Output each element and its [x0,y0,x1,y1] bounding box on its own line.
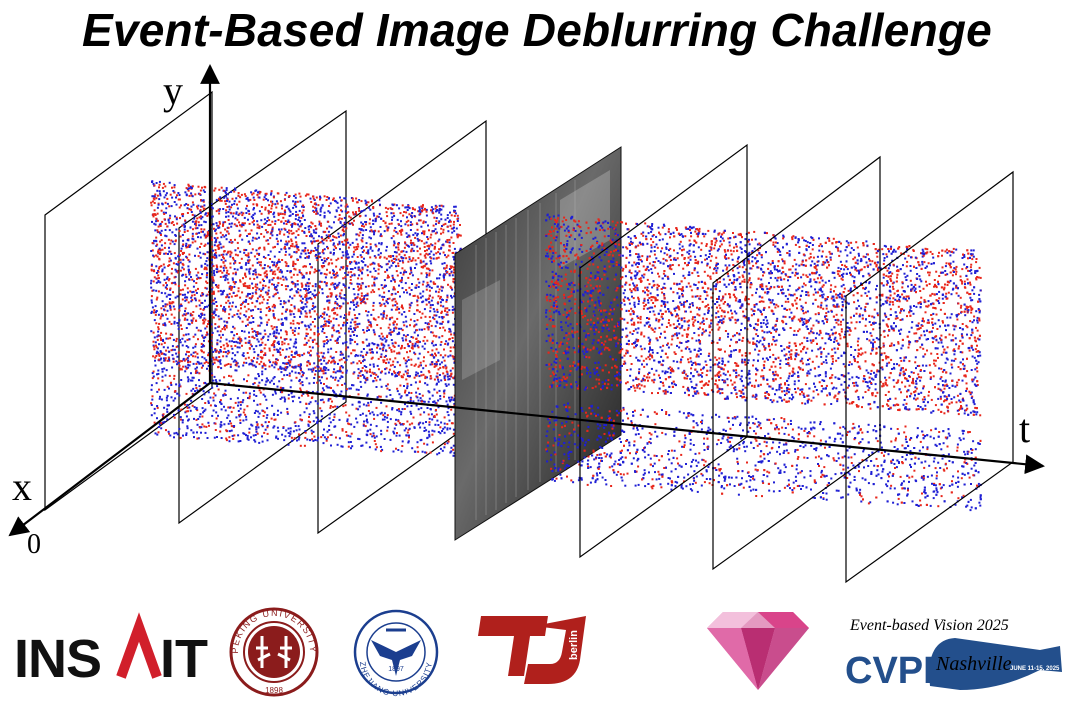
event-cloud-left [150,180,462,457]
time-slice-planes-front [579,143,1014,584]
time-slice-plane [44,90,213,512]
cvpr-2025-logo: Event-based Vision 2025 CVPR Nashville J… [845,617,1062,692]
event-vision-text: Event-based Vision 2025 [849,617,1009,634]
cvpr-dates: JUNE 11-15, 2025 [1010,666,1060,672]
coordinate-axes [8,64,1045,537]
time-slice-plane [712,155,881,571]
eagle-icon [371,640,421,676]
t-axis [209,381,1045,475]
t-axis-label: t [1019,406,1030,451]
tu-berlin-logo: berlin [478,616,586,684]
insait-lambda-mark [116,612,162,679]
zhejiang-university-logo: ZHEJIANG UNIVERSITY 1897 [353,609,439,698]
time-slice-plane [178,109,347,525]
guitar-icon [929,638,1062,690]
event-cloud-right [545,213,982,512]
zhejiang-year: 1897 [388,666,404,673]
page-title: Event-Based Image Deblurring Challenge [82,4,992,56]
nashville-script: Nashville [935,653,1012,675]
x-axis [8,382,211,537]
y-axis-label: y [163,68,183,113]
time-slice-plane [845,170,1014,584]
x-axis-label: x [12,464,32,509]
insait-logo: INS IT [14,612,208,689]
tu-berlin-text: berlin [568,630,580,660]
gem-icon [707,612,809,690]
peking-year: 1898 [265,686,283,695]
origin-label: 0 [27,529,41,560]
peking-university-logo: PEKING UNIVERSITY 1898 [229,607,319,697]
